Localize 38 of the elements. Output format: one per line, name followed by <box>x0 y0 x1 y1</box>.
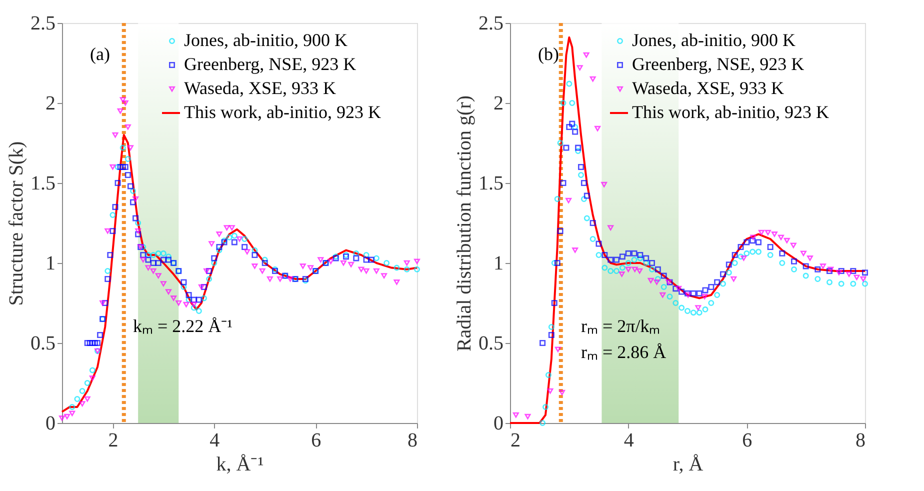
y-axis-title: Structure factor S(k) <box>6 141 28 306</box>
x-axis-title: r, Å <box>672 454 704 476</box>
y-tick-label: 0.5 <box>30 332 56 354</box>
y-tick-label: 0 <box>494 412 504 434</box>
legend-label: Jones, ab-initio, 900 K <box>184 30 348 50</box>
x-axis-title: k, Å⁻¹ <box>216 454 264 476</box>
annotation: rₘ = 2π/kₘ <box>581 316 660 336</box>
legend-label: Greenberg, NSE, 923 K <box>184 54 356 74</box>
x-tick-label: 8 <box>856 430 866 452</box>
annotation: kₘ = 2.22 Å⁻¹ <box>133 316 233 336</box>
x-tick-label: 2 <box>510 430 520 452</box>
y-axis-title: Radial distribution function g(r) <box>454 95 476 352</box>
annotation: (b) <box>538 44 559 64</box>
y-tick-label: 1.5 <box>30 172 56 194</box>
y-tick-label: 1.5 <box>478 172 504 194</box>
y-tick-label: 2.5 <box>30 12 56 34</box>
x-tick-label: 8 <box>408 430 418 452</box>
legend-label: This work, ab-initio, 923 K <box>632 102 829 122</box>
x-tick-label: 4 <box>210 430 220 452</box>
y-tick-label: 2 <box>46 92 56 114</box>
legend-label: Waseda, XSE, 933 K <box>632 78 784 98</box>
x-tick-label: 2 <box>108 430 118 452</box>
y-tick-label: 1 <box>494 252 504 274</box>
x-tick-label: 4 <box>624 430 634 452</box>
legend-label: Waseda, XSE, 933 K <box>184 78 336 98</box>
line-series <box>61 134 418 413</box>
x-tick-label: 6 <box>311 430 322 452</box>
y-tick-label: 0 <box>46 412 56 434</box>
legend-label: This work, ab-initio, 923 K <box>184 102 381 122</box>
annotation: (a) <box>90 44 110 64</box>
legend-label: Jones, ab-initio, 900 K <box>632 30 796 50</box>
legend-label: Greenberg, NSE, 923 K <box>632 54 804 74</box>
y-tick-label: 2 <box>494 92 504 114</box>
y-tick-label: 2.5 <box>478 12 504 34</box>
y-tick-label: 0.5 <box>478 332 504 354</box>
annotation: rₘ = 2.86 Å <box>581 342 666 362</box>
y-tick-label: 1 <box>46 252 56 274</box>
x-tick-label: 6 <box>742 430 752 452</box>
